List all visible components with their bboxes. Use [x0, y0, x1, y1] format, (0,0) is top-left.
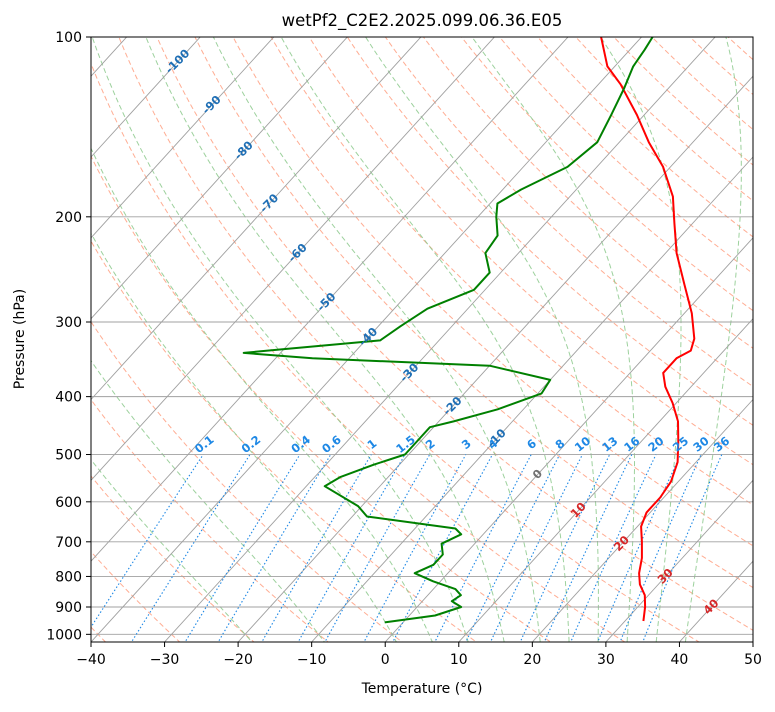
x-tick-label: 0 [381, 652, 390, 668]
y-tick-label: 500 [55, 448, 82, 464]
y-tick-label: 800 [55, 569, 82, 585]
y-tick-label: 300 [55, 315, 82, 331]
x-tick-label: 40 [671, 652, 689, 668]
x-tick-label: 20 [523, 652, 541, 668]
x-tick-label: −10 [297, 652, 327, 668]
x-tick-label: 10 [450, 652, 468, 668]
x-tick-label: −20 [223, 652, 253, 668]
isotherm-line [0, 24, 65, 659]
y-tick-label: 900 [55, 600, 82, 616]
x-tick-label: −40 [76, 652, 106, 668]
y-axis-label: Pressure (hPa) [12, 289, 28, 389]
y-tick-label: 600 [55, 495, 82, 511]
y-tick-label: 200 [55, 210, 82, 226]
y-tick-label: 400 [55, 390, 82, 406]
dry-adiabat [755, 27, 775, 659]
chart-title: wetPf2_C2E2.2025.099.06.36.E05 [282, 11, 563, 31]
y-tick-label: 100 [55, 30, 82, 46]
y-tick-label: 1000 [46, 627, 82, 643]
x-tick-label: 50 [744, 652, 762, 668]
y-tick-label: 700 [55, 535, 82, 551]
plot-area [91, 37, 753, 642]
x-tick-label: 30 [597, 652, 615, 668]
x-axis-label: Temperature (°C) [361, 681, 483, 697]
x-tick-label: −30 [150, 652, 180, 668]
